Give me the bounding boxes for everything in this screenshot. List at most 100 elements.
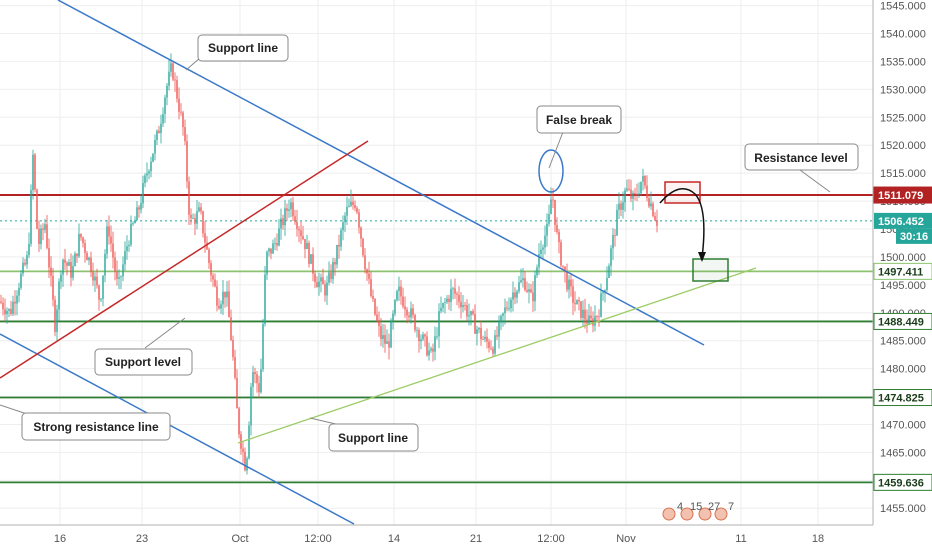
candle-body (198, 207, 200, 212)
candle-body (648, 198, 650, 207)
candle-body (410, 308, 412, 318)
candle-body (354, 204, 356, 209)
candle-body (450, 288, 452, 303)
candle-body (242, 448, 244, 452)
candle-body (302, 236, 304, 240)
candle-body (352, 201, 354, 205)
candle-body (210, 263, 212, 276)
candle-body (524, 278, 526, 290)
target-box[interactable] (692, 258, 729, 282)
candle-body (430, 348, 432, 351)
candle-body (8, 309, 10, 311)
candle-body (224, 291, 226, 298)
candle-body (356, 208, 358, 213)
callout-resistance-level[interactable]: Resistance level (744, 143, 859, 193)
candle-body (180, 111, 182, 113)
y-tick-label: 1525.000 (880, 112, 926, 124)
callout-label: Resistance level (754, 151, 847, 165)
candle-body (568, 279, 570, 290)
lower-channel-line[interactable] (0, 333, 355, 525)
candle-body (140, 203, 142, 210)
candle-body (622, 202, 624, 210)
candle-body (90, 257, 92, 272)
candle-body (290, 202, 292, 210)
candle-body (404, 306, 406, 310)
candle-body (304, 239, 306, 250)
badge-count: 15 (690, 501, 702, 513)
candle-body (634, 192, 636, 194)
candle-body (164, 97, 166, 115)
candle-body (30, 190, 32, 244)
candle-body (402, 296, 404, 307)
candle-body (484, 336, 486, 340)
candle-body (320, 277, 322, 282)
candle-body (32, 154, 34, 191)
candle-body (134, 220, 136, 224)
candle-body (370, 279, 372, 296)
candle-body (256, 374, 258, 384)
x-tick-label: 18 (812, 533, 824, 545)
red-trend-line[interactable] (0, 140, 369, 379)
candle-body (328, 272, 330, 283)
candle-body (220, 304, 222, 309)
candle-body (194, 218, 196, 224)
candle-body (318, 281, 320, 288)
candle-body (46, 224, 48, 248)
upper-channel-line[interactable] (57, 0, 705, 346)
candle-body (148, 171, 150, 174)
callout-false-break[interactable]: False break (536, 105, 622, 169)
candle-body (344, 215, 346, 223)
candle-body (498, 321, 500, 337)
callout-support-line-bottom[interactable]: Support line (309, 417, 419, 452)
annotations: Support line False break Resistance leve… (0, 34, 859, 452)
candle-body (10, 309, 12, 314)
candle-body (136, 207, 138, 221)
candle-body (576, 299, 578, 305)
candle-body (336, 244, 338, 265)
time-axis[interactable]: 16 23 Oct 12:00 14 21 12:00 Nov 11 18 (0, 524, 932, 550)
false-break-ellipse[interactable] (538, 149, 564, 193)
candle-body (536, 267, 538, 276)
candle-body (590, 315, 592, 319)
callout-label: Support line (208, 41, 278, 55)
candle-body (98, 285, 100, 300)
y-tick-label: 1520.000 (880, 140, 926, 152)
price-tag (873, 312, 932, 330)
candle-body (600, 293, 602, 317)
candle-body (560, 242, 562, 266)
candle-body (558, 231, 560, 243)
candle-body (310, 254, 312, 264)
candle-body (380, 326, 382, 339)
candle-body (324, 284, 326, 296)
candle-body (544, 235, 546, 248)
candle-body (294, 216, 296, 222)
price-axis[interactable]: 1455.0001460.0001465.0001470.0001475.000… (872, 0, 932, 525)
candle-body (316, 282, 318, 288)
candle-body (186, 141, 188, 182)
callout-support-level[interactable]: Support level (94, 317, 193, 376)
candle-body (472, 311, 474, 315)
candle-body (360, 227, 362, 239)
candle-body (638, 193, 640, 195)
x-tick-label: 12:00 (304, 533, 332, 545)
candle-body (150, 161, 152, 172)
candle-body (468, 315, 470, 317)
events-badge[interactable]: 4 15 27 7 (662, 501, 734, 521)
y-tick-label: 1455.000 (880, 503, 926, 515)
resistance-box[interactable] (664, 181, 701, 204)
candle-body (66, 262, 68, 266)
callout-strong-resistance-line[interactable]: Strong resistance line (0, 404, 171, 441)
candle-body (298, 228, 300, 231)
candle-body (182, 112, 184, 128)
candle-body (456, 293, 458, 295)
candle-body (14, 301, 16, 304)
rising-support-line[interactable] (237, 267, 757, 444)
price-tag-label: 1488.449 (878, 316, 924, 328)
candle-body (654, 216, 656, 221)
callout-support-line-top[interactable]: Support line (185, 34, 289, 71)
y-tick-label: 1530.000 (880, 84, 926, 96)
current-price-label: 1506.452 (878, 216, 924, 228)
candle-body (74, 253, 76, 267)
candle-body (384, 335, 386, 344)
